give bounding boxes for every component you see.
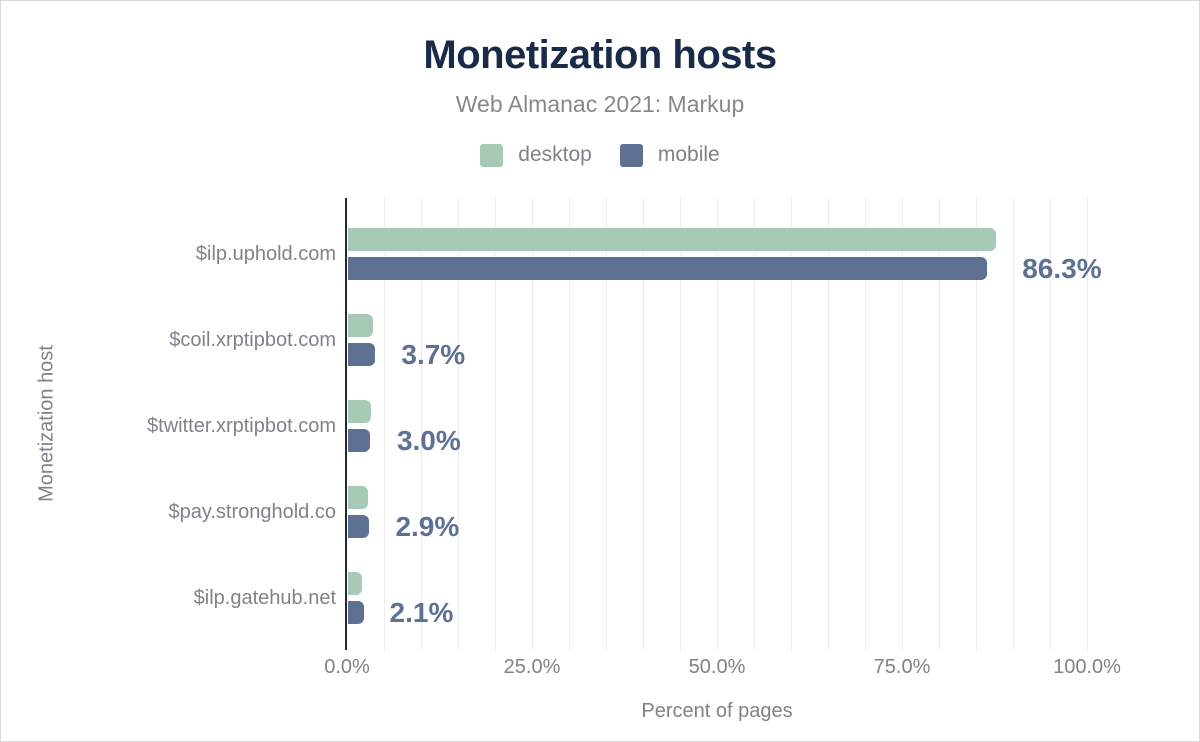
gridline (421, 198, 422, 650)
legend-label: desktop (518, 143, 592, 166)
chart-title: Monetization hosts (423, 33, 777, 77)
y-axis-line (345, 198, 347, 650)
legend-label: mobile (657, 143, 720, 166)
legend-swatch-desktop (480, 143, 504, 167)
y-axis-title: Monetization host (35, 345, 58, 502)
legend-item-desktop: desktop (480, 143, 592, 167)
gridline (680, 198, 681, 650)
gridline (384, 198, 385, 650)
x-axis-title: Percent of pages (641, 700, 793, 722)
x-tick-label: 50.0% (688, 656, 746, 678)
gridline (1087, 198, 1088, 650)
gridline (791, 198, 792, 650)
bar-desktop (348, 228, 997, 251)
x-tick-label: 0.0% (324, 656, 370, 678)
gridline (532, 198, 533, 650)
gridline (828, 198, 829, 650)
gridline (569, 198, 570, 650)
gridline (495, 198, 496, 650)
bar-desktop (348, 400, 371, 423)
legend: desktop mobile (0, 143, 1200, 167)
x-tick-label: 100.0% (1053, 656, 1121, 678)
category-label: $ilp.uphold.com (195, 243, 336, 265)
legend-swatch-mobile (619, 143, 643, 167)
category-label: $pay.stronghold.co (168, 501, 336, 523)
x-tick-label: 75.0% (873, 656, 931, 678)
bar-desktop (348, 572, 363, 595)
gridline (976, 198, 977, 650)
value-label: 3.0% (396, 424, 461, 456)
bar-desktop (348, 486, 368, 509)
gridline (902, 198, 903, 650)
legend-item-mobile: mobile (619, 143, 720, 167)
bar-mobile (348, 343, 376, 366)
value-label: 2.1% (389, 596, 454, 628)
value-label: 2.9% (395, 510, 460, 542)
gridline (939, 198, 940, 650)
bar-mobile (348, 515, 370, 538)
category-label: $ilp.gatehub.net (193, 587, 336, 609)
bar-mobile (348, 601, 364, 624)
gridline (458, 198, 459, 650)
value-label: 3.7% (401, 338, 466, 370)
bar-mobile (348, 257, 987, 280)
category-label: $twitter.xrptipbot.com (147, 415, 336, 437)
bar-mobile (348, 429, 371, 452)
gridline (1013, 198, 1014, 650)
chart-subtitle: Web Almanac 2021: Markup (455, 91, 745, 117)
gridline (865, 198, 866, 650)
value-label: 86.3% (1022, 252, 1102, 284)
gridline (754, 198, 755, 650)
x-tick-label: 25.0% (503, 656, 561, 678)
bar-desktop (348, 314, 374, 337)
category-label: $coil.xrptipbot.com (169, 329, 336, 351)
gridline (1050, 198, 1051, 650)
gridline (606, 198, 607, 650)
gridline (717, 198, 718, 650)
gridline (643, 198, 644, 650)
